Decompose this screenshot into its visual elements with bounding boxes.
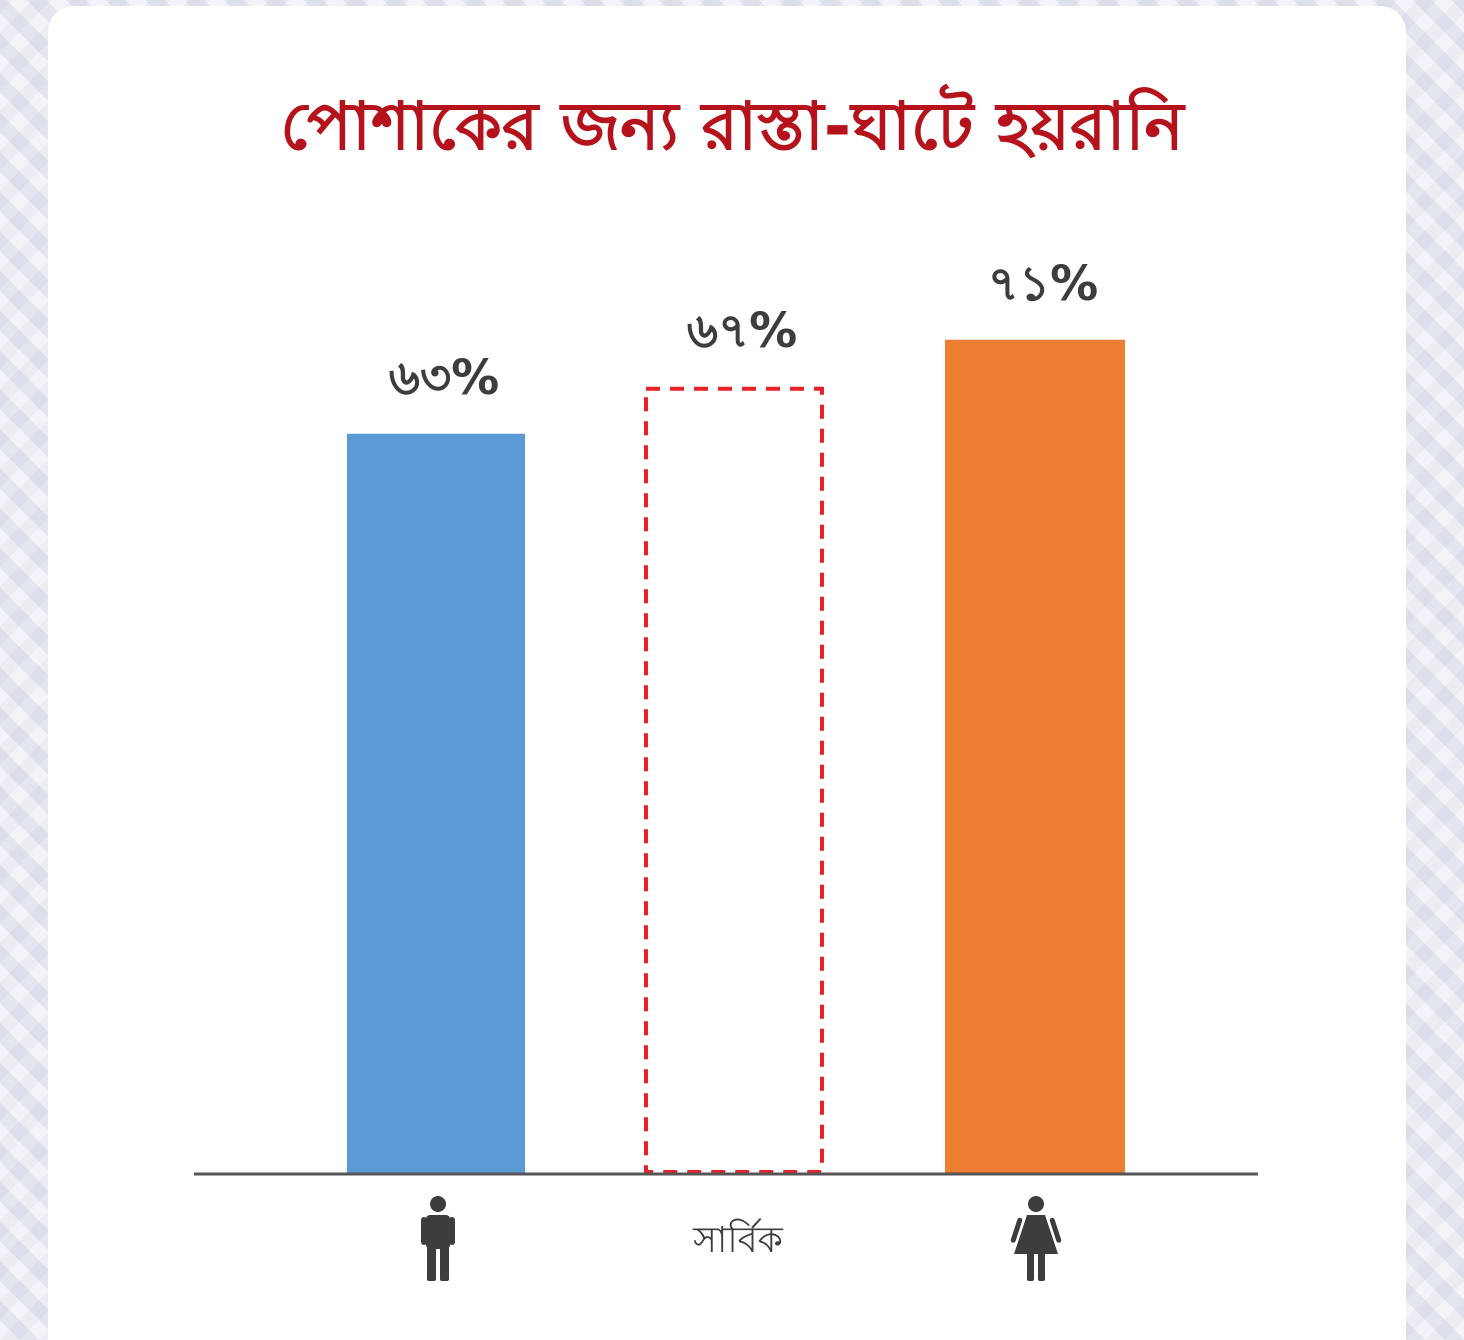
chart-title: পোশাকের জন্য রাস্তা-ঘাটে হয়রানি [280, 88, 1184, 165]
chart-card [48, 6, 1406, 1340]
category-label-overall: সার্বিক [692, 1218, 784, 1261]
value-label-female: ৭১% [988, 256, 1098, 312]
bar-male [347, 433, 525, 1174]
male-icon [421, 1196, 455, 1281]
bar-overall [644, 386, 824, 1174]
value-label-overall: ৬৭% [687, 303, 798, 359]
female-icon [1010, 1196, 1062, 1281]
value-label-male: ৬৩% [389, 350, 500, 406]
bar-female [945, 339, 1125, 1174]
